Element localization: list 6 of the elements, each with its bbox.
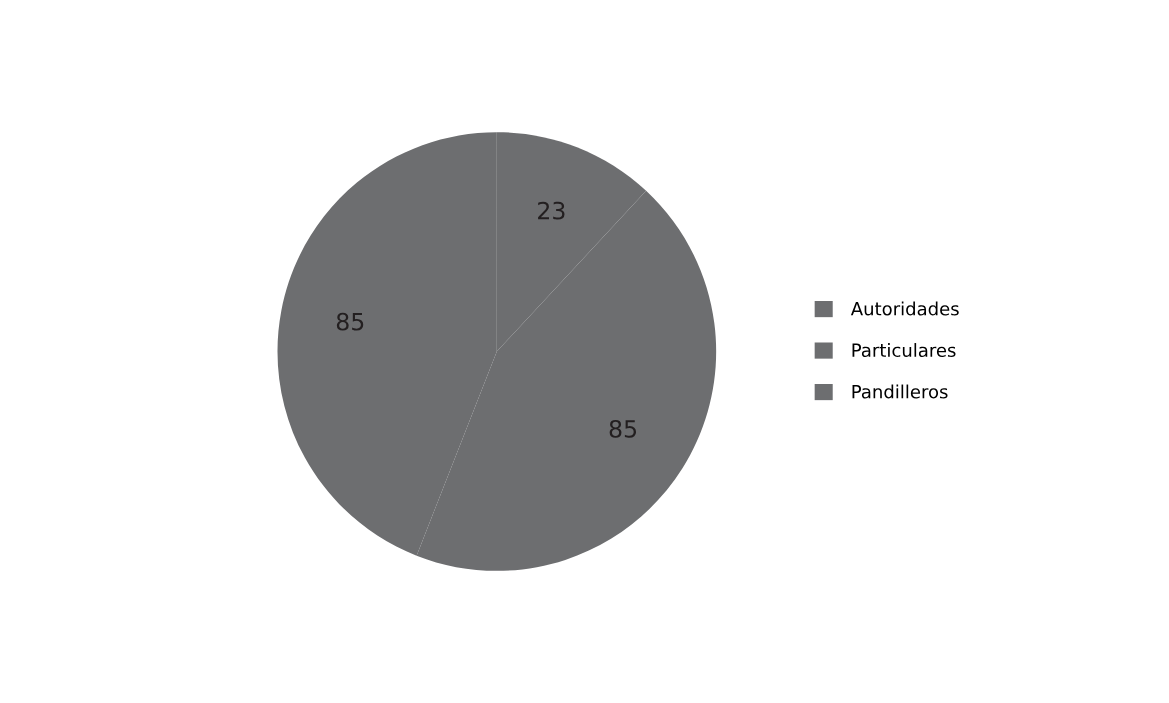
data-label: 85 <box>609 419 637 438</box>
data-label: 85 <box>336 312 364 331</box>
legend-label: Autoridades <box>850 301 959 316</box>
data-label: 23 <box>538 201 565 220</box>
legend-label: Particulares <box>852 343 956 358</box>
legend-label: Pandilleros <box>852 384 948 399</box>
